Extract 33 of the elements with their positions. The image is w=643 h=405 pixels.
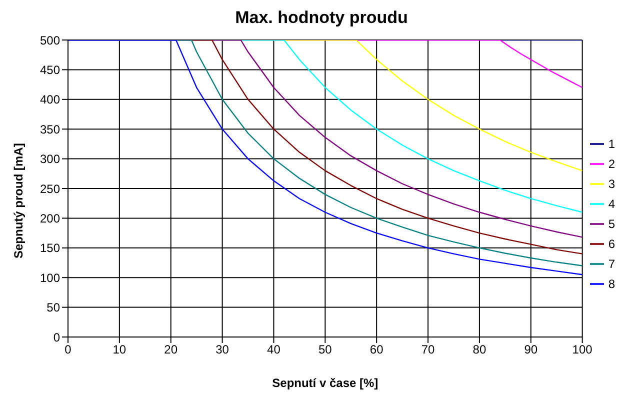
x-axis-title: Sepnutí v čase [%] bbox=[272, 376, 378, 390]
legend-label: 6 bbox=[608, 236, 615, 250]
x-tick-label: 30 bbox=[216, 342, 230, 357]
x-tick-label: 100 bbox=[572, 342, 593, 357]
x-tick-label: 90 bbox=[524, 342, 538, 357]
x-tick-label: 10 bbox=[112, 342, 126, 357]
legend-label: 2 bbox=[608, 156, 615, 170]
y-tick-label: 0 bbox=[53, 330, 60, 344]
legend-label: 7 bbox=[608, 256, 615, 270]
legend-label: 1 bbox=[608, 136, 615, 150]
x-tick-label: 40 bbox=[267, 342, 281, 357]
x-tick-label: 50 bbox=[318, 342, 332, 357]
y-tick-label: 400 bbox=[40, 92, 60, 107]
x-tick-label: 20 bbox=[164, 342, 178, 357]
y-tick-label: 300 bbox=[40, 152, 60, 166]
y-tick-label: 150 bbox=[40, 241, 60, 256]
x-tick-label: 0 bbox=[64, 342, 72, 357]
legend-label: 5 bbox=[608, 216, 615, 230]
y-tick-label: 500 bbox=[40, 33, 60, 48]
x-tick-label: 80 bbox=[472, 342, 486, 357]
y-tick-label: 350 bbox=[40, 122, 60, 136]
y-tick-label: 200 bbox=[40, 211, 60, 226]
y-tick-label: 50 bbox=[46, 300, 60, 315]
y-tick-label: 100 bbox=[40, 270, 60, 285]
x-tick-label: 60 bbox=[370, 342, 384, 357]
y-tick-label: 250 bbox=[40, 182, 60, 196]
legend-label: 3 bbox=[608, 176, 615, 190]
x-tick-label: 70 bbox=[421, 342, 436, 357]
chart-title: Max. hodnoty proudu bbox=[234, 8, 409, 29]
legend-label: 4 bbox=[608, 196, 615, 210]
y-axis-title: Sepnutý proud [mA] bbox=[11, 143, 26, 258]
legend-label: 8 bbox=[608, 276, 615, 290]
y-tick-label: 450 bbox=[40, 62, 60, 77]
